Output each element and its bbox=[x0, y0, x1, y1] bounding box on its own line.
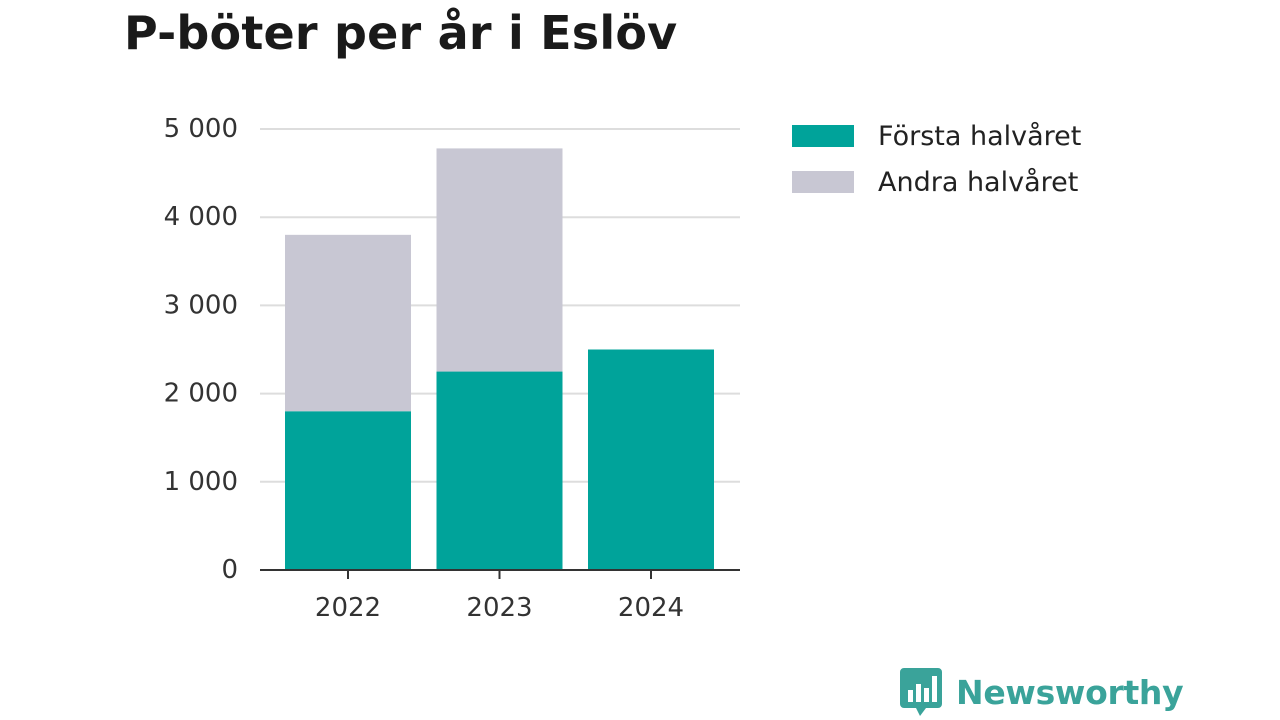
bar-2024-series-0 bbox=[588, 349, 714, 570]
chart-title: P-böter per år i Eslöv bbox=[124, 6, 678, 60]
legend-item-andra: Andra halvåret bbox=[792, 159, 1081, 205]
bar-chart-speech-bubble-icon bbox=[900, 668, 942, 716]
brand-name: Newsworthy bbox=[956, 672, 1184, 712]
bar-2022-series-0 bbox=[285, 411, 411, 570]
y-tick-label: 5 000 bbox=[164, 114, 238, 144]
legend-label-andra: Andra halvåret bbox=[878, 166, 1079, 198]
y-tick-label: 2 000 bbox=[164, 379, 238, 409]
y-tick-label: 1 000 bbox=[164, 467, 238, 497]
x-tick-label: 2024 bbox=[618, 593, 684, 623]
bar-2023-series-1 bbox=[436, 148, 563, 372]
y-tick-label: 3 000 bbox=[164, 290, 238, 320]
legend-swatch-forsta bbox=[792, 125, 854, 147]
x-tick-label: 2022 bbox=[315, 593, 381, 623]
legend-swatch-andra bbox=[792, 171, 854, 193]
axes bbox=[260, 569, 740, 579]
bar-2023-series-0 bbox=[436, 371, 563, 570]
bars bbox=[285, 148, 714, 570]
x-tick-label: 2023 bbox=[466, 593, 532, 623]
legend-item-forsta: Första halvåret bbox=[792, 113, 1081, 159]
tick-labels: 0 1 000 2 000 3 000 4 000 5 000 2022 2023 2024 bbox=[164, 114, 685, 623]
legend: Första halvåret Andra halvåret bbox=[792, 113, 1081, 205]
legend-label-forsta: Första halvåret bbox=[878, 120, 1082, 152]
newsworthy-logo: Newsworthy bbox=[900, 668, 1184, 716]
y-tick-label: 0 bbox=[221, 555, 238, 585]
bar-2022-series-1 bbox=[285, 234, 411, 412]
y-tick-label: 4 000 bbox=[164, 202, 238, 232]
